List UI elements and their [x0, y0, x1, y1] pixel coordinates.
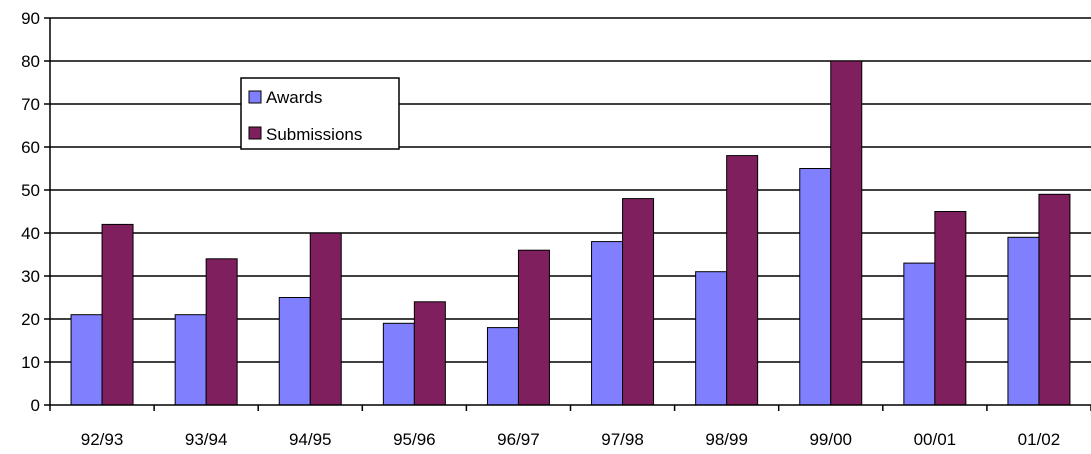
x-tick-label: 94/95: [289, 430, 332, 449]
legend-swatch-awards: [248, 90, 262, 104]
bar-submissions-99-00: [830, 60, 863, 406]
bar-awards-00-01: [903, 262, 936, 406]
x-tick-label: 96/97: [497, 430, 540, 449]
y-tick-label: 50: [21, 181, 40, 200]
bar-submissions-93-94: [205, 258, 238, 406]
x-tick-label: 95/96: [393, 430, 436, 449]
y-tick-label: 80: [21, 52, 40, 71]
legend-swatch-submissions: [248, 126, 262, 140]
x-tick-label: 99/00: [809, 430, 852, 449]
bar-submissions-95-96: [413, 301, 446, 406]
y-tick-label: 20: [21, 310, 40, 329]
bar-awards-97-98: [591, 241, 624, 406]
bar-awards-01-02: [1007, 236, 1040, 406]
y-tick-label: 90: [21, 9, 40, 28]
bars: [70, 60, 1071, 406]
bar-awards-95-96: [382, 322, 415, 406]
y-tick-label: 30: [21, 267, 40, 286]
bar-submissions-94-95: [309, 232, 342, 406]
y-tick-label: 0: [31, 396, 40, 415]
x-tick-label: 98/99: [705, 430, 748, 449]
y-tick-label: 70: [21, 95, 40, 114]
bar-awards-92-93: [70, 314, 103, 406]
x-tick-label: 00/01: [914, 430, 957, 449]
bar-submissions-01-02: [1038, 193, 1071, 406]
x-tick-label: 97/98: [601, 430, 644, 449]
bar-submissions-97-98: [622, 198, 655, 406]
legend-label-submissions: Submissions: [266, 125, 362, 144]
bar-awards-98-99: [695, 271, 728, 406]
bar-awards-96-97: [486, 327, 519, 406]
x-tick-label: 92/93: [81, 430, 124, 449]
y-axis-ticks: 0 10 20 30 40 50 60 70 80 90: [21, 9, 50, 415]
bar-submissions-96-97: [517, 249, 550, 406]
y-tick-label: 40: [21, 224, 40, 243]
bar-awards-93-94: [174, 314, 207, 406]
bar-submissions-00-01: [934, 211, 967, 406]
legend: Awards Submissions: [240, 77, 400, 150]
y-tick-label: 60: [21, 138, 40, 157]
bar-submissions-92-93: [101, 223, 134, 406]
x-tick-label: 01/02: [1018, 430, 1061, 449]
x-axis-ticks: 92/93 93/94 94/95 95/96 96/97 97/98 98/99 99/00…: [49, 405, 1091, 449]
bar-awards-94-95: [278, 297, 311, 406]
legend-box: [240, 77, 400, 150]
x-tick-label: 93/94: [185, 430, 228, 449]
bar-submissions-98-99: [726, 155, 759, 406]
legend-label-awards: Awards: [266, 88, 322, 107]
y-tick-label: 10: [21, 353, 40, 372]
bar-awards-99-00: [799, 168, 832, 406]
